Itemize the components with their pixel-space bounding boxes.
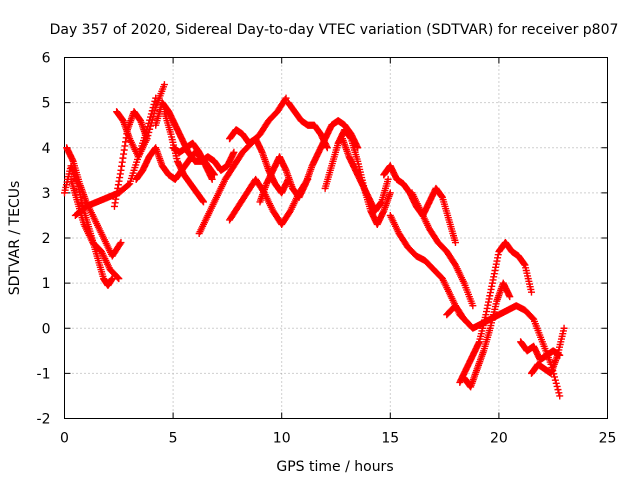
- y-tick-label: 4: [42, 141, 51, 157]
- series-track-14: [256, 117, 362, 206]
- y-tick-label: -2: [37, 412, 51, 428]
- data-point: [147, 122, 155, 130]
- x-tick-label: 0: [60, 431, 69, 447]
- y-tick-label: 3: [42, 186, 51, 202]
- series-track-2: [63, 144, 125, 260]
- x-tick-label: 20: [490, 431, 508, 447]
- grid-lines: [64, 57, 608, 419]
- data-point: [144, 132, 152, 140]
- series-track-21: [443, 302, 564, 400]
- y-tick-label: 2: [42, 231, 51, 247]
- data-point: [555, 389, 563, 397]
- data-point: [553, 382, 561, 390]
- y-tick-label: 0: [42, 321, 51, 337]
- data-point: [554, 386, 562, 394]
- y-tick-label: 6: [42, 51, 51, 67]
- data-point: [145, 128, 153, 136]
- axis-ticks: 0 5 10 15 20 25 -2 -1 0 1 2 3 4 5 6: [37, 51, 617, 447]
- data-point: [230, 148, 238, 156]
- data-point: [281, 95, 289, 103]
- y-tick-label: 1: [42, 276, 51, 292]
- x-tick-label: 25: [599, 431, 617, 447]
- series-track-3: [67, 175, 123, 283]
- y-axis-label: SDTVAR / TECUs: [7, 181, 23, 296]
- data-point: [323, 144, 331, 152]
- data-point: [551, 373, 559, 381]
- data-point: [115, 275, 123, 283]
- plot-frame: [64, 57, 608, 419]
- data-point: [556, 392, 564, 400]
- data-marks: [61, 81, 568, 400]
- series-track-8: [152, 99, 238, 174]
- data-point: [527, 288, 535, 296]
- data-point: [151, 106, 159, 114]
- series-track-15: [284, 99, 331, 152]
- series-track-12: [226, 126, 292, 197]
- data-point: [386, 189, 394, 197]
- series-track-6: [113, 81, 168, 161]
- data-point: [117, 239, 125, 247]
- data-point: [125, 181, 133, 189]
- series-track-18: [380, 162, 459, 247]
- data-point: [114, 274, 122, 282]
- data-point: [108, 275, 116, 283]
- data-point: [160, 81, 168, 89]
- data-point: [208, 175, 216, 183]
- data-point: [146, 125, 154, 133]
- data-point: [148, 116, 156, 124]
- series-track-23: [460, 279, 514, 391]
- data-point: [143, 135, 151, 143]
- data-point: [384, 175, 392, 183]
- x-axis-label: GPS time / hours: [276, 459, 393, 475]
- data-point: [116, 240, 124, 248]
- series-track-17: [339, 135, 392, 215]
- x-tick-label: 10: [273, 431, 291, 447]
- series-track-11: [195, 94, 290, 237]
- data-point: [560, 324, 568, 332]
- x-tick-label: 15: [381, 431, 399, 447]
- data-point: [506, 293, 514, 301]
- data-point: [469, 302, 477, 310]
- y-tick-label: 5: [42, 96, 51, 112]
- data-point: [556, 351, 564, 359]
- series-track-25: [517, 338, 564, 364]
- series-track-10: [169, 139, 216, 183]
- series-track-20: [408, 189, 477, 310]
- chart-title: Day 357 of 2020, Sidereal Day-to-day VTE…: [50, 22, 619, 38]
- data-point: [552, 379, 560, 387]
- series-track-22: [456, 239, 535, 386]
- data-point: [200, 198, 208, 206]
- data-point: [551, 376, 559, 384]
- data-point: [451, 239, 459, 247]
- x-tick-label: 5: [169, 431, 178, 447]
- y-tick-label: -1: [37, 366, 51, 382]
- data-point: [282, 94, 290, 102]
